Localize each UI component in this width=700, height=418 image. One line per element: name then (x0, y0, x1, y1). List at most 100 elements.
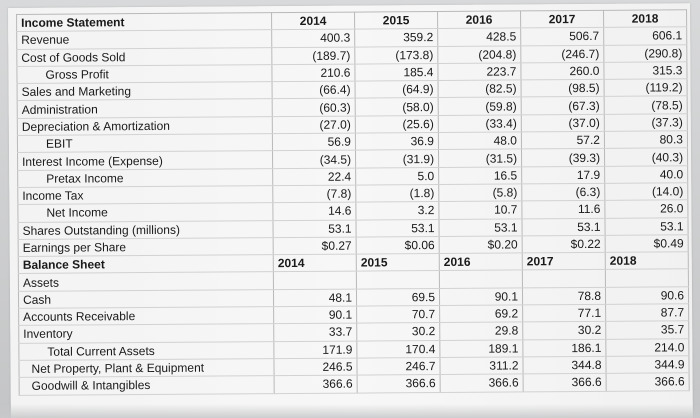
cell[interactable]: 17.9 (521, 166, 605, 184)
cell[interactable]: 344.8 (522, 356, 607, 375)
cell[interactable]: 5.0 (355, 167, 439, 186)
cell[interactable]: 366.6 (274, 375, 358, 394)
cell[interactable]: 366.6 (523, 373, 607, 392)
cell[interactable]: 246.5 (273, 358, 358, 376)
cell[interactable]: (27.0) (272, 115, 356, 134)
row-label[interactable]: Administration (17, 99, 273, 119)
cell[interactable]: 48.0 (438, 131, 522, 150)
cell[interactable]: (119.2) (604, 78, 688, 97)
cell[interactable]: (6.3) (521, 183, 605, 202)
row-label[interactable]: Shares Outstanding (millions) (17, 220, 274, 240)
row-label[interactable]: Net Income (17, 202, 273, 222)
cell[interactable]: (59.8) (438, 97, 522, 116)
cell[interactable]: 260.0 (520, 62, 605, 81)
cell[interactable]: 506.7 (520, 27, 604, 46)
cell[interactable]: (204.8) (437, 45, 521, 64)
year-header[interactable]: 2017 (522, 252, 606, 271)
year-header[interactable]: 2017 (520, 10, 604, 29)
cell[interactable]: 344.9 (605, 355, 690, 374)
row-label[interactable]: Revenue (16, 29, 272, 50)
cell[interactable]: 210.6 (271, 63, 356, 82)
row-label[interactable]: Accounts Receivable (18, 306, 274, 326)
cell[interactable]: 87.7 (605, 303, 689, 322)
cell[interactable]: 53.1 (355, 219, 440, 237)
cell[interactable]: 30.2 (522, 321, 606, 340)
year-header[interactable]: 2016 (439, 253, 523, 271)
cell[interactable]: 3.2 (355, 201, 439, 220)
income-statement-title[interactable]: Income Statement (16, 12, 272, 32)
cell[interactable]: 48.1 (273, 288, 357, 307)
cell[interactable]: (246.7) (520, 44, 604, 63)
cell[interactable]: 36.9 (355, 132, 439, 151)
cell[interactable]: (14.0) (604, 182, 688, 201)
cell[interactable]: (98.5) (521, 79, 605, 98)
cell[interactable]: (60.3) (272, 98, 356, 117)
cell[interactable]: (64.9) (355, 80, 439, 99)
cell[interactable]: (82.5) (438, 80, 522, 98)
cell[interactable]: (31.5) (438, 149, 522, 168)
cell[interactable]: 170.4 (356, 340, 440, 359)
cell[interactable]: 186.1 (522, 338, 606, 357)
row-label[interactable]: Cash (18, 289, 274, 309)
cell[interactable]: 53.1 (438, 218, 523, 237)
cell[interactable]: 80.3 (604, 130, 688, 149)
cell[interactable] (356, 270, 440, 289)
cell[interactable]: 315.3 (603, 61, 688, 80)
cell[interactable]: 10.7 (438, 201, 522, 220)
cell[interactable]: 223.7 (437, 62, 522, 81)
cell[interactable]: 171.9 (273, 340, 357, 359)
cell[interactable]: 311.2 (439, 356, 524, 375)
cell[interactable]: (7.8) (272, 185, 356, 203)
cell[interactable]: 53.1 (272, 219, 357, 238)
cell[interactable]: (67.3) (521, 96, 605, 115)
cell[interactable]: 30.2 (356, 322, 440, 341)
row-label[interactable]: Goodwill & Intangibles (19, 375, 275, 395)
cell[interactable]: (5.8) (438, 183, 522, 202)
row-label[interactable]: Gross Profit (16, 64, 273, 84)
row-label[interactable]: Sales and Marketing (17, 81, 273, 101)
cell[interactable]: 69.5 (356, 288, 440, 307)
cell[interactable]: 428.5 (437, 28, 521, 47)
cell[interactable]: 400.3 (271, 29, 355, 48)
cell[interactable]: $0.20 (439, 235, 523, 254)
year-header[interactable]: 2015 (354, 11, 438, 30)
year-header[interactable]: 2014 (271, 12, 355, 30)
cell[interactable]: (25.6) (355, 115, 439, 134)
cell[interactable]: (37.3) (604, 113, 688, 132)
cell[interactable]: $0.06 (356, 236, 440, 255)
cell[interactable]: 35.7 (605, 321, 689, 339)
cell[interactable]: 366.6 (357, 374, 441, 393)
cell[interactable] (605, 269, 689, 288)
cell[interactable]: 246.7 (356, 357, 441, 376)
cell[interactable]: (37.0) (521, 114, 605, 132)
assets-label[interactable]: Assets (18, 272, 274, 292)
row-label[interactable]: Pretax Income (17, 168, 273, 188)
cell[interactable]: 53.1 (604, 217, 689, 236)
cell[interactable]: (33.4) (438, 114, 522, 133)
cell[interactable]: 33.7 (273, 323, 357, 342)
cell[interactable]: (39.3) (521, 148, 605, 167)
cell[interactable]: $0.49 (605, 234, 689, 253)
cell[interactable]: $0.22 (522, 235, 606, 254)
cell[interactable]: 90.6 (605, 286, 689, 305)
row-label[interactable]: Total Current Assets (18, 341, 274, 361)
row-label[interactable]: Net Property, Plant & Equipment (18, 358, 275, 378)
row-label[interactable]: Earnings per Share (18, 237, 274, 257)
cell[interactable]: 69.2 (439, 304, 523, 323)
year-header[interactable]: 2014 (273, 254, 357, 273)
cell[interactable] (522, 269, 606, 288)
cell[interactable]: (1.8) (355, 184, 439, 203)
cell[interactable] (273, 271, 357, 290)
year-header[interactable]: 2018 (605, 251, 689, 270)
cell[interactable]: 214.0 (605, 338, 689, 357)
year-header[interactable]: 2018 (603, 9, 687, 28)
cell[interactable]: 90.1 (439, 287, 523, 306)
cell[interactable]: 57.2 (521, 131, 605, 150)
cell[interactable]: 77.1 (522, 304, 606, 323)
cell[interactable]: (78.5) (604, 96, 688, 115)
row-label[interactable]: EBIT (17, 133, 273, 153)
cell[interactable]: (40.3) (604, 148, 688, 167)
cell[interactable]: 366.6 (440, 374, 524, 393)
cell[interactable]: 185.4 (354, 63, 439, 82)
cell[interactable]: (66.4) (272, 81, 356, 100)
